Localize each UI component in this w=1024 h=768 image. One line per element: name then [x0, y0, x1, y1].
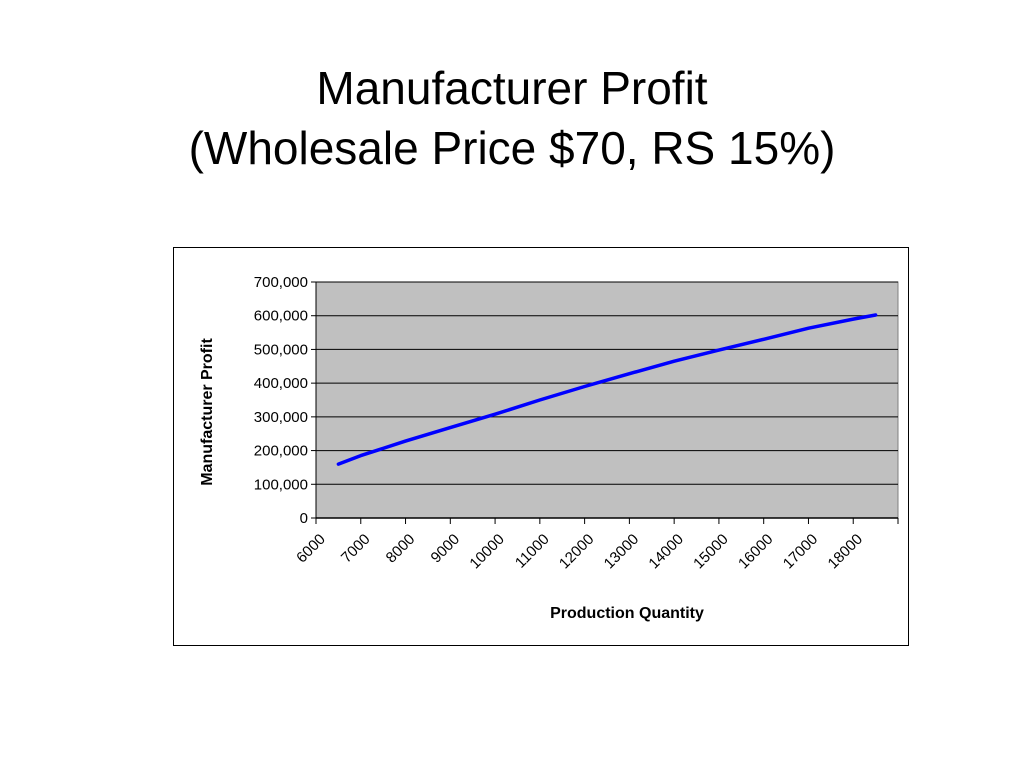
x-tick-label: 12000	[556, 531, 598, 573]
x-tick-label: 6000	[293, 531, 329, 567]
y-axis-title: Manufacturer Profit	[199, 338, 216, 486]
y-tick-label: 400,000	[254, 375, 308, 392]
x-tick-label: 7000	[338, 531, 374, 567]
y-tick-label: 600,000	[254, 308, 308, 325]
x-tick-label: 9000	[428, 531, 464, 567]
x-tick-label: 8000	[383, 531, 419, 567]
series-layer	[336, 313, 878, 466]
y-tick-label: 700,000	[254, 274, 308, 291]
slide-title: Manufacturer Profit (Wholesale Price $70…	[0, 58, 1024, 178]
x-tick-label: 18000	[825, 531, 867, 573]
x-tick-label: 16000	[735, 531, 777, 573]
x-tick-label: 17000	[780, 531, 822, 573]
x-tick-label: 10000	[466, 531, 508, 573]
x-axis-title: Production Quantity	[550, 605, 704, 622]
line-chart: 0 100,000 200,000 300,000 400,000 500,000 600,…	[199, 274, 899, 622]
axes	[311, 281, 899, 524]
series-line	[336, 313, 878, 466]
x-tick-label: 14000	[645, 531, 687, 573]
x-tick-label: 13000	[601, 531, 643, 573]
y-tick-label: 0	[300, 510, 308, 527]
gridlines	[316, 281, 898, 485]
slide-title-line-1: Manufacturer Profit	[316, 62, 708, 114]
y-tick-label: 500,000	[254, 341, 308, 358]
x-tick-label: 15000	[690, 531, 732, 573]
y-tick-label: 300,000	[254, 409, 308, 426]
plot-area	[315, 281, 899, 519]
x-tick-label: 11000	[512, 531, 553, 572]
slide-title-line-2: (Wholesale Price $70, RS 15%)	[188, 122, 836, 174]
y-tick-label: 100,000	[254, 476, 308, 493]
chart-frame: 0 100,000 200,000 300,000 400,000 500,000 600,…	[173, 247, 909, 646]
y-tick-label: 200,000	[254, 443, 308, 460]
